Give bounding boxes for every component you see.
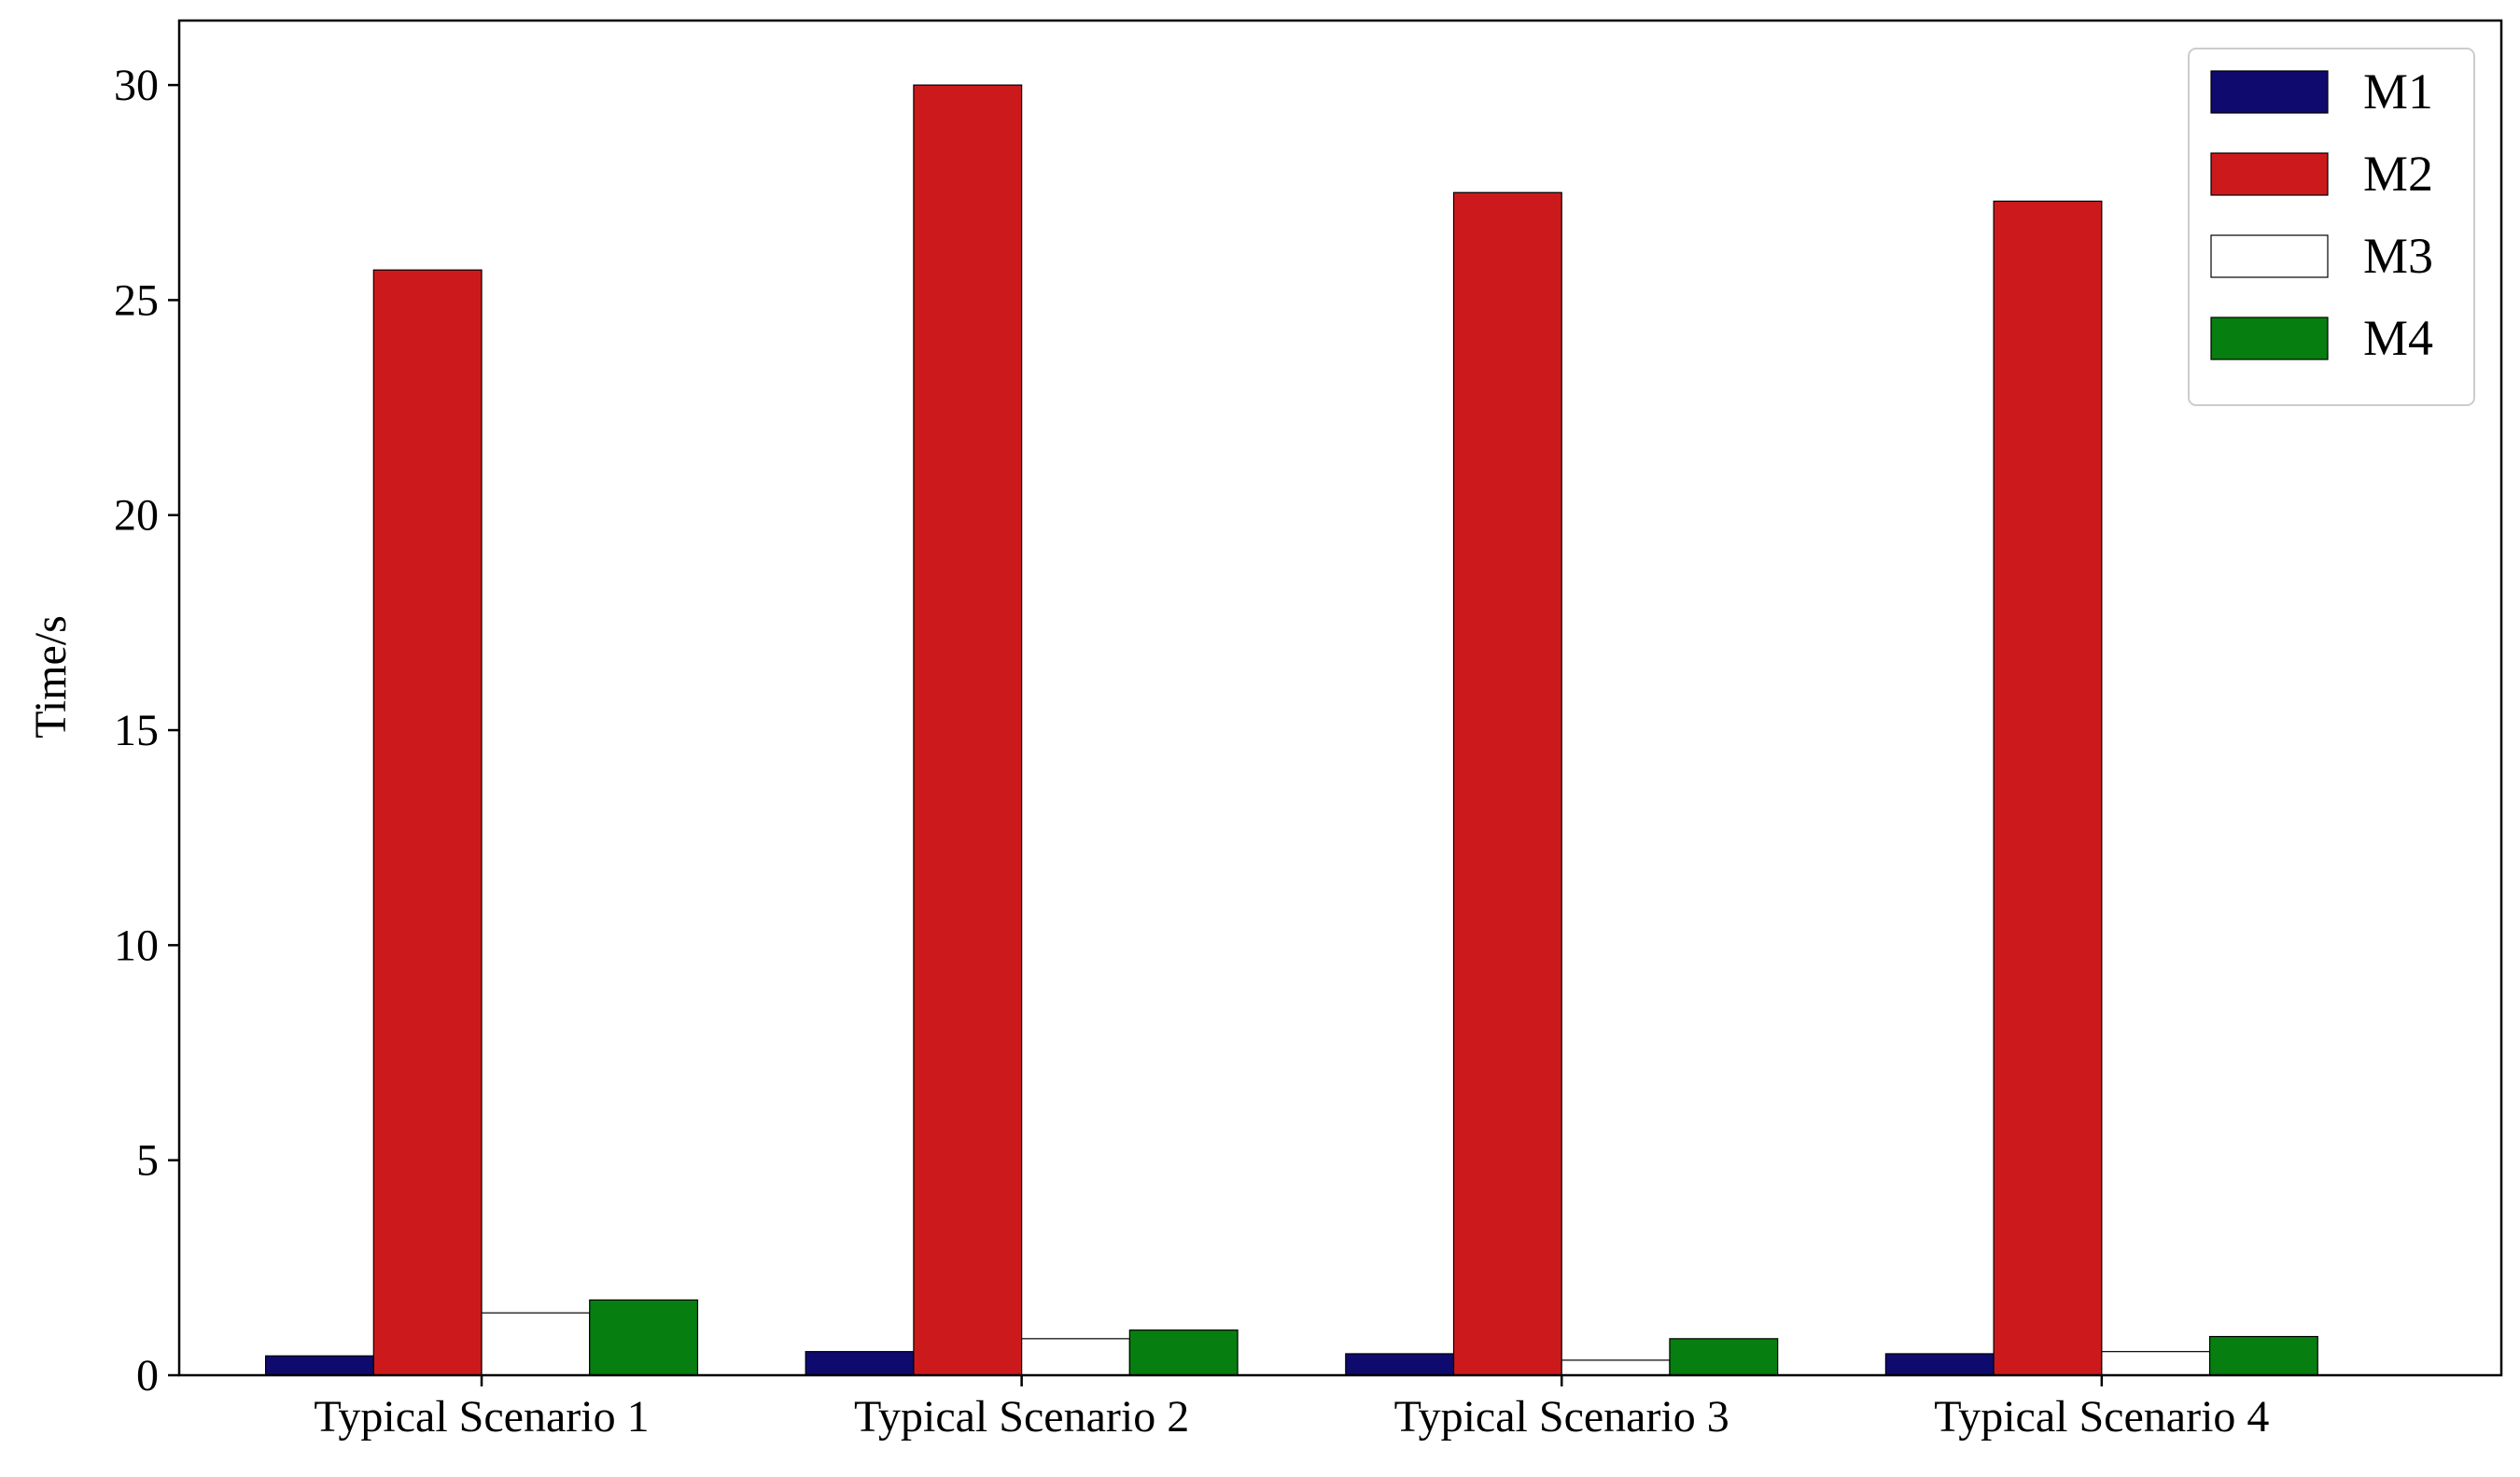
y-tick-label: 25: [114, 275, 159, 325]
bar-m3-4: [2101, 1351, 2211, 1376]
y-tick-label: 15: [114, 706, 159, 755]
legend-label-m2: M2: [2363, 146, 2433, 202]
bar-m3-2: [1021, 1338, 1130, 1376]
legend-label-m1: M1: [2363, 63, 2433, 120]
legend: M1 M2 M3 M4: [2188, 48, 2475, 406]
legend-box: [2188, 48, 2475, 406]
y-tick-label: 5: [136, 1136, 159, 1186]
legend-swatch-m1: [2210, 70, 2329, 114]
y-tick-label: 20: [114, 491, 159, 541]
bar-m2-1: [372, 269, 483, 1376]
plot-frame: [177, 19, 2503, 1377]
axes-layer: 0 5 10 15 20 25 30 Typical Scenario 1 Typical Sc…: [114, 19, 2503, 1442]
legend-label-m4: M4: [2363, 310, 2433, 366]
x-tick-label: Typical Scenario 4: [1934, 1392, 2269, 1442]
legend-swatch-m2: [2210, 152, 2329, 196]
bar-m1-2: [805, 1351, 915, 1376]
bar-m2-4: [1993, 200, 2103, 1376]
bar-m4-1: [589, 1299, 699, 1376]
bar-m3-1: [481, 1312, 591, 1376]
bar-m1-4: [1884, 1353, 1995, 1376]
bar-m3-3: [1561, 1359, 1671, 1376]
bar-m2-3: [1452, 191, 1562, 1376]
bar-m4-2: [1128, 1329, 1239, 1376]
bar-m2-2: [913, 84, 1023, 1376]
bar-m1-3: [1345, 1353, 1455, 1376]
y-axis-label: Time/s: [26, 615, 76, 738]
x-tick-label: Typical Scenario 3: [1394, 1392, 1729, 1442]
legend-swatch-m3: [2210, 234, 2329, 278]
bars-layer: [264, 84, 2318, 1376]
legend-label-m3: M3: [2363, 228, 2433, 284]
y-tick-label: 0: [136, 1351, 159, 1400]
x-tick-label: Typical Scenario 2: [854, 1392, 1189, 1442]
bar-m1-1: [264, 1355, 374, 1376]
x-tick-label: Typical Scenario 1: [314, 1392, 649, 1442]
y-tick-label: 10: [114, 921, 159, 970]
bar-m4-4: [2208, 1335, 2318, 1376]
bar-m4-3: [1669, 1338, 1779, 1376]
legend-swatch-m4: [2210, 316, 2329, 360]
y-tick-label: 30: [114, 61, 159, 110]
